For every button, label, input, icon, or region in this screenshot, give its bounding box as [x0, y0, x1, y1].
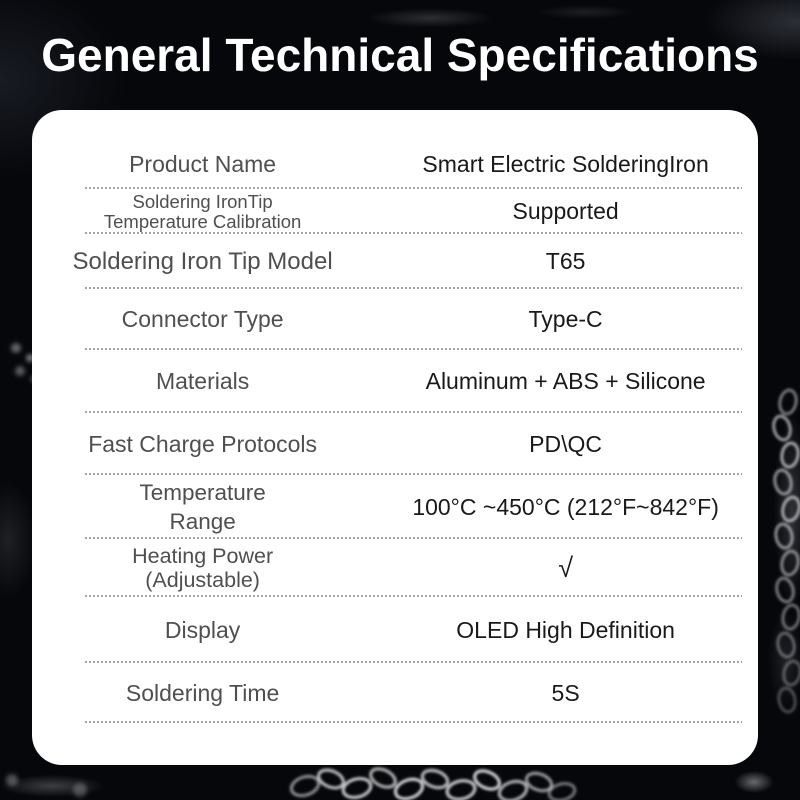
spec-label: Display: [164, 616, 241, 643]
spec-value: Aluminum + ABS + Silicone: [425, 368, 706, 394]
spec-value: T65: [545, 248, 586, 274]
spec-label: Heating Power (Adjustable): [132, 543, 274, 592]
spec-value: Smart Electric SolderingIron: [422, 151, 709, 177]
spec-row-fast-charge-protocols: Fast Charge Protocols PD\QC: [32, 413, 758, 475]
spec-value checkmark: √: [558, 552, 574, 583]
spec-label: Materials: [155, 368, 250, 394]
spec-label: Fast Charge Protocols: [88, 430, 318, 457]
spec-value: PD\QC: [529, 430, 603, 457]
spec-value: Type-C: [528, 306, 603, 332]
spec-label: Product Name: [129, 151, 277, 177]
spec-row-tip-model: Soldering Iron Tip Model T65: [32, 234, 758, 289]
spec-card: Product Name Smart Electric SolderingIro…: [32, 110, 758, 765]
spec-row-tip-temperature-calibration: Soldering IronTip Temperature Calibratio…: [32, 189, 758, 234]
spec-label: Connector Type: [121, 306, 284, 332]
spec-value: Supported: [512, 198, 619, 224]
spec-row-connector-type: Connector Type Type-C: [32, 289, 758, 350]
spec-row-heating-power: Heating Power (Adjustable) √: [32, 539, 758, 597]
spec-value: 100°C ~450°C (212°F~842°F): [412, 493, 719, 520]
page-title: General Technical Specifications: [41, 29, 759, 81]
spec-row-soldering-time: Soldering Time 5S: [32, 663, 758, 723]
spec-label: Soldering Time: [125, 679, 280, 706]
spec-label: Soldering Iron Tip Model: [72, 247, 333, 275]
spec-value: 5S: [551, 679, 580, 706]
spec-label: Soldering IronTip Temperature Calibratio…: [103, 190, 302, 232]
spec-row-temperature-range: Temperature Range 100°C ~450°C (212°F~84…: [32, 475, 758, 539]
spec-row-materials: Materials Aluminum + ABS + Silicone: [32, 350, 758, 413]
spec-value: OLED High Definition: [456, 616, 675, 643]
spec-row-product-name: Product Name Smart Electric SolderingIro…: [32, 110, 758, 189]
spec-label: Temperature Range: [139, 479, 266, 534]
spec-row-display: Display OLED High Definition: [32, 597, 758, 663]
